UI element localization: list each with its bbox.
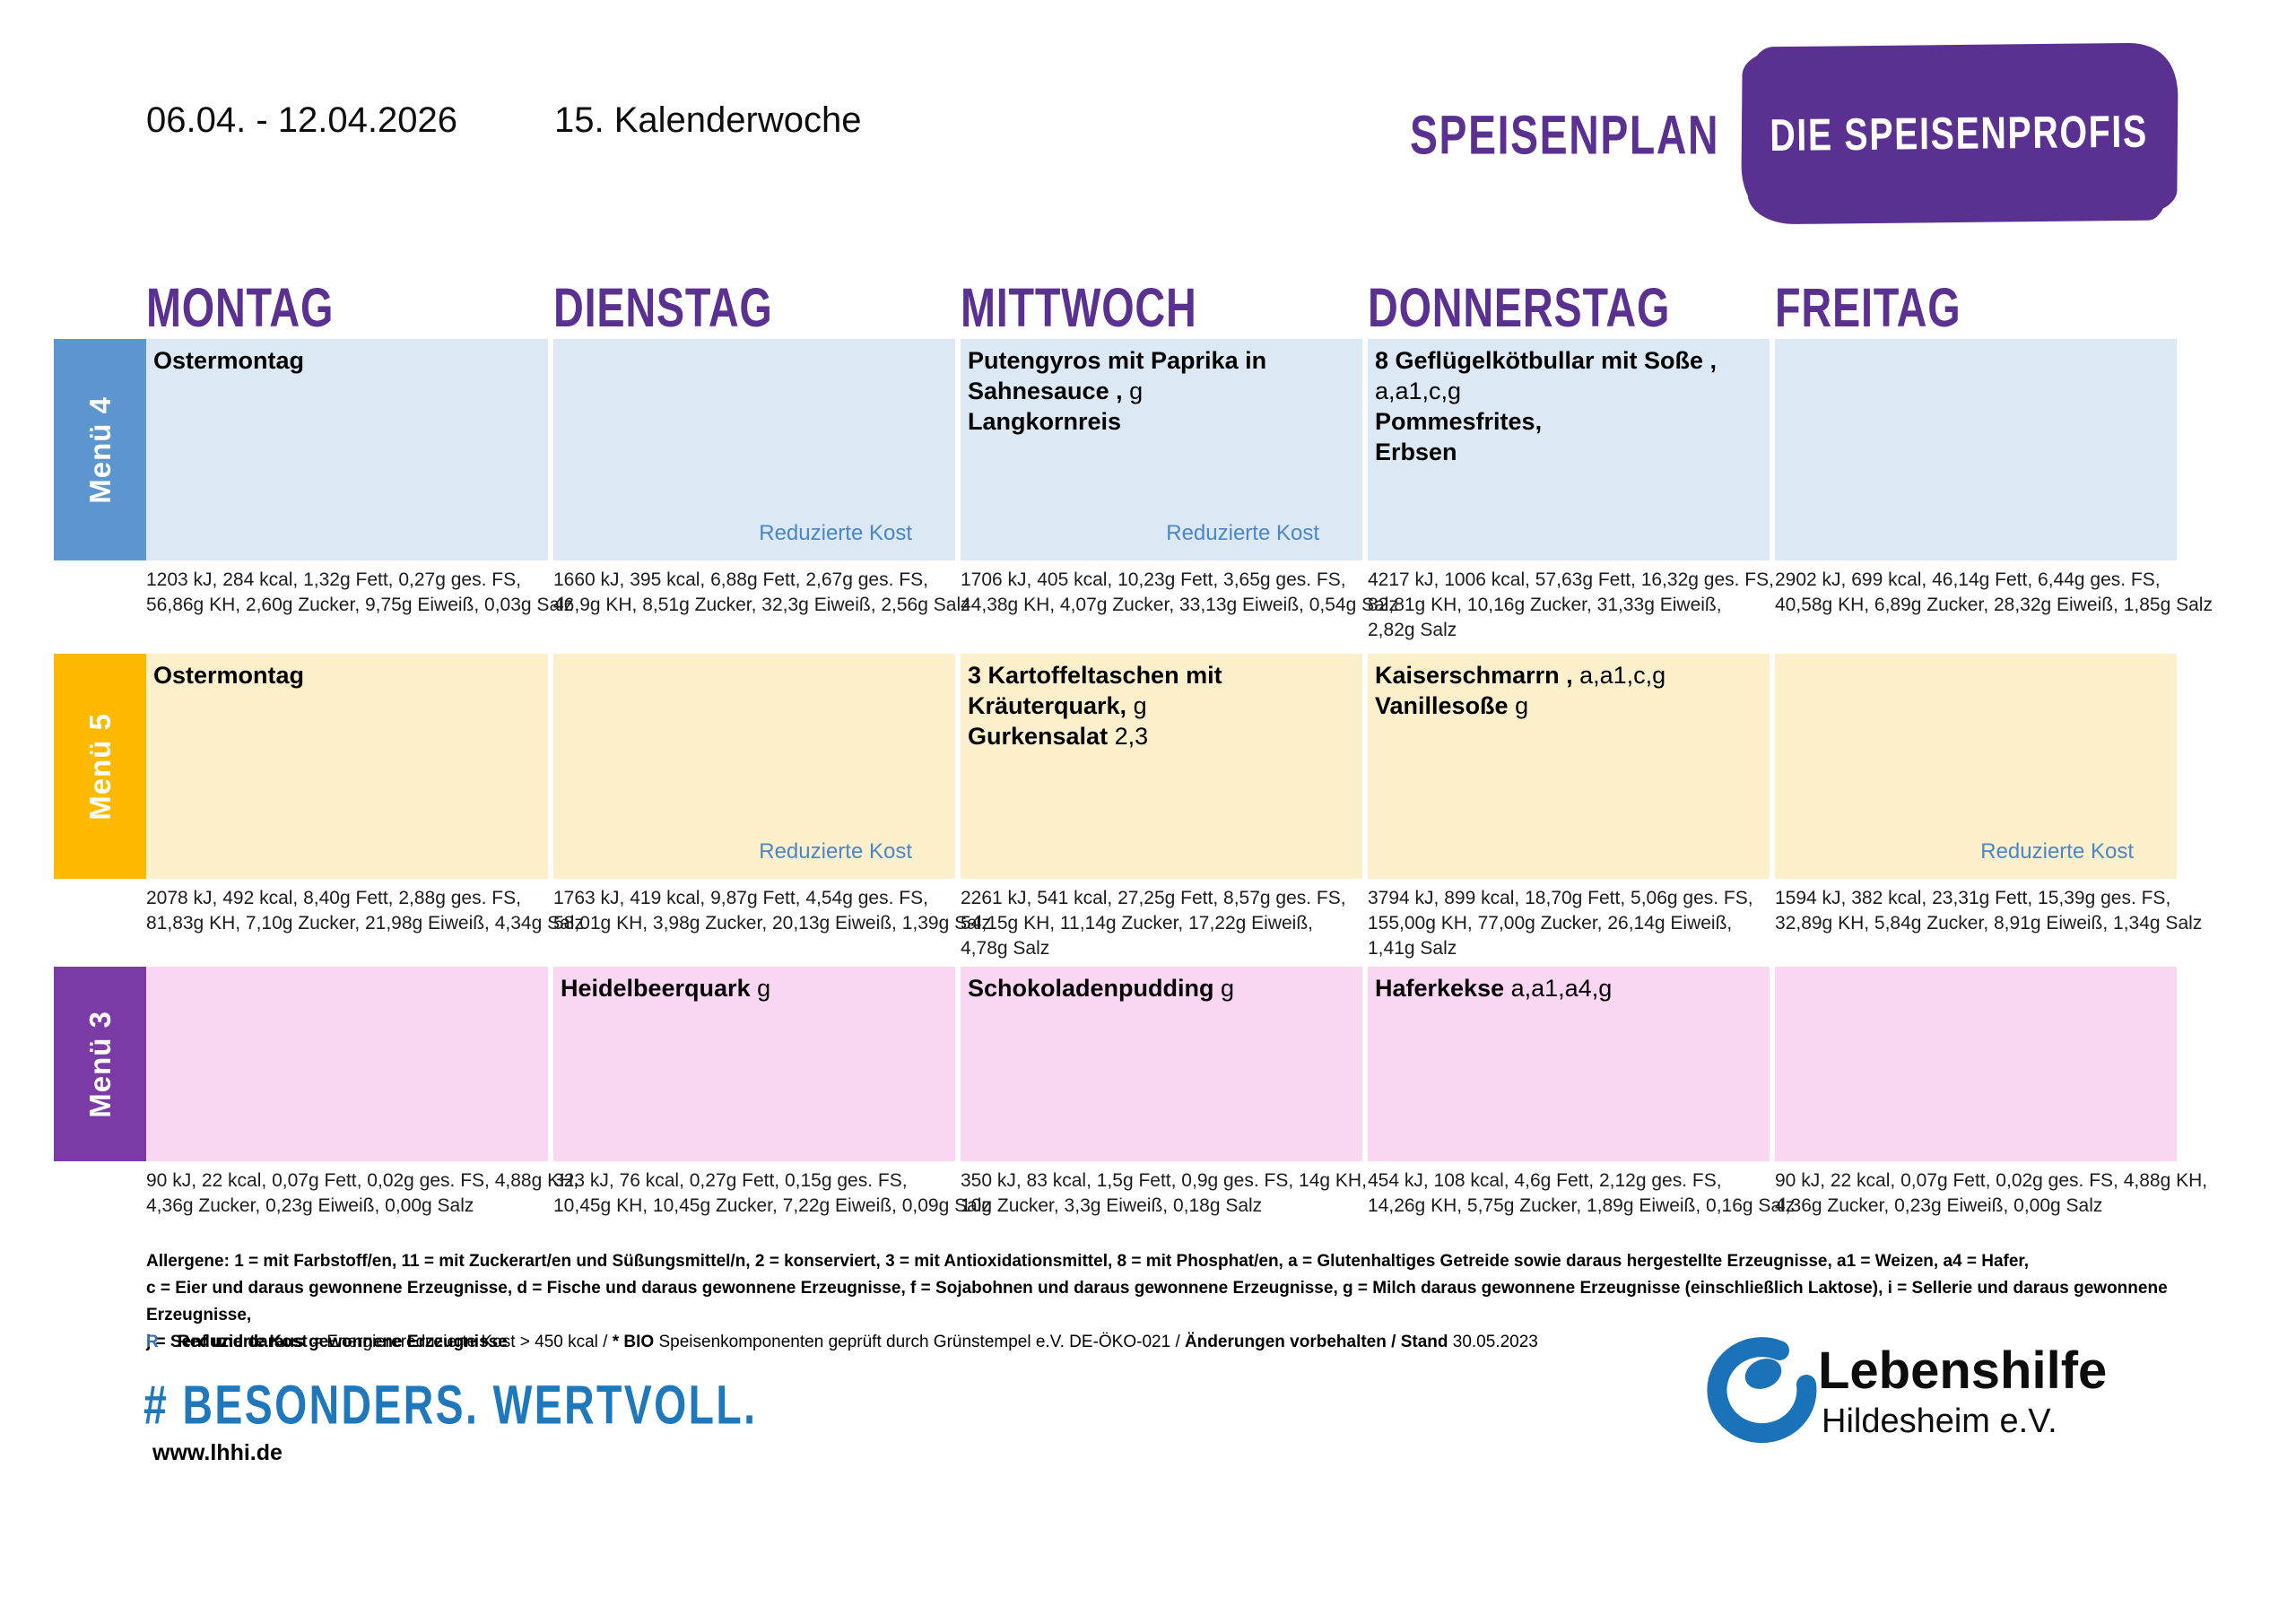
legend-changes-label: Änderungen vorbehalten / Stand <box>1185 1333 1448 1351</box>
legend-reduced-label: Reduzierte Kost <box>178 1333 308 1351</box>
day-header-mittwoch: MITTWOCH <box>961 277 1197 339</box>
brand-title: DIE SPEISENPROFIS <box>1769 106 2149 161</box>
reduced-kost-label: Reduzierte Kost <box>1980 839 2134 864</box>
day-header-donnerstag: DONNERSTAG <box>1368 277 1671 339</box>
dish-text: Kräuterquark, g <box>968 692 1147 719</box>
legend-note: R Reduzierte Kost = Energierereduzierte … <box>146 1333 1538 1352</box>
org-name: Lebenshilfe <box>1818 1342 2108 1400</box>
menu-cell: Reduzierte Kost <box>553 654 955 879</box>
reduced-kost-label: Reduzierte Kost <box>759 521 912 545</box>
menu-cell: Haferkekse a,a1,a4,g <box>1368 967 1770 1161</box>
nutrition-info: 2902 kJ, 699 kcal, 46,14g Fett, 6,44g ge… <box>1775 569 2213 615</box>
menu-cell: 8 Geflügelkötbullar mit Soße , a,a1,c,g Po… <box>1368 339 1770 560</box>
menu-rail-label: Menü 3 <box>83 1010 117 1118</box>
day-header-dienstag: DIENSTAG <box>553 277 773 339</box>
legend-bio-label: * BIO <box>612 1333 655 1351</box>
dish-text: Gurkensalat 2,3 <box>968 723 1149 750</box>
dish-text: Erbsen <box>1375 439 1457 465</box>
nutrition-info: 323 kJ, 76 kcal, 0,27g Fett, 0,15g ges. … <box>553 1170 991 1216</box>
day-header-montag: MONTAG <box>146 277 335 339</box>
menu-rail-men-4: Menü 4 <box>54 339 146 560</box>
dish-text: Pommesfrites, <box>1375 408 1543 435</box>
menu-rail-men-5: Menü 5 <box>54 654 146 879</box>
menu-cell: Putengyros mit Paprika in Sahnesauce , g L… <box>961 339 1362 560</box>
menu-rail-label: Menü 4 <box>83 395 117 504</box>
date-range: 06.04. - 12.04.2026 <box>146 100 457 140</box>
website-url[interactable]: www.lhhi.de <box>152 1440 283 1465</box>
allergen-line: j = Senf und daraus gewonnene Erzeugniss… <box>146 1333 508 1351</box>
legend-r-mark: R <box>146 1333 159 1351</box>
nutrition-info: 3794 kJ, 899 kcal, 18,70g Fett, 5,06g ge… <box>1368 888 1753 959</box>
dish-text: Langkornreis <box>968 408 1122 435</box>
menu-cell: Ostermontag <box>146 339 548 560</box>
menu-cell <box>146 967 548 1161</box>
menu-cell: Kaiserschmarrn , a,a1,c,g Vanillesoße g <box>1368 654 1770 879</box>
day-header-freitag: FREITAG <box>1775 277 1961 339</box>
menu-cell: 3 Kartoffeltaschen mit Kräuterquark, g Gur… <box>961 654 1362 879</box>
dish-text: 8 Geflügelkötbullar mit Soße , <box>1375 347 1718 374</box>
dish-text: Kaiserschmarrn , a,a1,c,g <box>1375 662 1666 689</box>
lebenshilfe-logo-icon <box>1707 1337 1817 1444</box>
nutrition-info: 4217 kJ, 1006 kcal, 57,63g Fett, 16,32g … <box>1368 569 1774 640</box>
page-title: SPEISENPLAN <box>1410 105 1720 167</box>
dish-text: Schokoladenpudding g <box>968 975 1235 1002</box>
dish-text: Heidelbeerquark g <box>561 975 771 1002</box>
legend-reduced-text: = Energierereduzierte Kost > 450 kcal / <box>311 1333 613 1351</box>
brand-badge: DIE SPEISENPROFIS <box>1745 42 2172 225</box>
dish-text: Vanillesoße g <box>1375 692 1529 719</box>
allergen-line: Allergene: 1 = mit Farbstoff/en, 11 = mi… <box>146 1252 2030 1271</box>
nutrition-info: 350 kJ, 83 kcal, 1,5g Fett, 0,9g ges. FS… <box>961 1170 1367 1216</box>
dish-text: Putengyros mit Paprika in <box>968 347 1267 374</box>
menu-cell: Schokoladenpudding g <box>961 967 1362 1161</box>
reduced-kost-label: Reduzierte Kost <box>1166 521 1319 545</box>
dish-text: Ostermontag <box>153 347 305 374</box>
dish-text: 3 Kartoffeltaschen mit <box>968 662 1222 689</box>
dish-text: a,a1,c,g <box>1375 378 1462 404</box>
nutrition-info: 2078 kJ, 492 kcal, 8,40g Fett, 2,88g ges… <box>146 888 584 934</box>
menu-cell: Ostermontag <box>146 654 548 879</box>
nutrition-info: 1203 kJ, 284 kcal, 1,32g Fett, 0,27g ges… <box>146 569 574 615</box>
allergen-line: c = Eier und daraus gewonnene Erzeugniss… <box>146 1279 2168 1324</box>
dish-text: Ostermontag <box>153 662 305 689</box>
nutrition-info: 90 kJ, 22 kcal, 0,07g Fett, 0,02g ges. F… <box>1775 1170 2208 1216</box>
menu-cell: Heidelbeerquark g <box>553 967 955 1161</box>
dish-text: Haferkekse a,a1,a4,g <box>1375 975 1613 1002</box>
legend-bio-text: Speisenkomponenten geprüft durch Grünste… <box>658 1333 1185 1351</box>
menu-cell <box>1775 967 2177 1161</box>
hashtag-slogan: # BESONDERS. WERTVOLL. <box>144 1375 758 1437</box>
calendar-week: 15. Kalenderwoche <box>554 100 862 140</box>
nutrition-info: 1594 kJ, 382 kcal, 23,31g Fett, 15,39g g… <box>1775 888 2203 934</box>
org-subtitle: Hildesheim e.V. <box>1822 1403 2057 1440</box>
nutrition-info: 1763 kJ, 419 kcal, 9,87g Fett, 4,54g ges… <box>553 888 991 934</box>
nutrition-info: 2261 kJ, 541 kcal, 27,25g Fett, 8,57g ge… <box>961 888 1346 959</box>
menu-rail-label: Menü 5 <box>83 712 117 821</box>
legend-changes-date: 30.05.2023 <box>1452 1333 1538 1351</box>
menu-cell <box>1775 339 2177 560</box>
nutrition-info: 1660 kJ, 395 kcal, 6,88g Fett, 2,67g ges… <box>553 569 970 615</box>
nutrition-info: 90 kJ, 22 kcal, 0,07g Fett, 0,02g ges. F… <box>146 1170 579 1216</box>
menu-rail-men-3: Menü 3 <box>54 967 146 1161</box>
allergen-note: Allergene: 1 = mit Farbstoff/en, 11 = mi… <box>146 1248 2209 1356</box>
menu-cell: Reduzierte Kost <box>1775 654 2177 879</box>
menu-cell: Reduzierte Kost <box>553 339 955 560</box>
nutrition-info: 454 kJ, 108 kcal, 4,6g Fett, 2,12g ges. … <box>1368 1170 1796 1216</box>
dish-text: Sahnesauce , g <box>968 378 1144 404</box>
nutrition-info: 1706 kJ, 405 kcal, 10,23g Fett, 3,65g ge… <box>961 569 1398 615</box>
reduced-kost-label: Reduzierte Kost <box>759 839 912 864</box>
